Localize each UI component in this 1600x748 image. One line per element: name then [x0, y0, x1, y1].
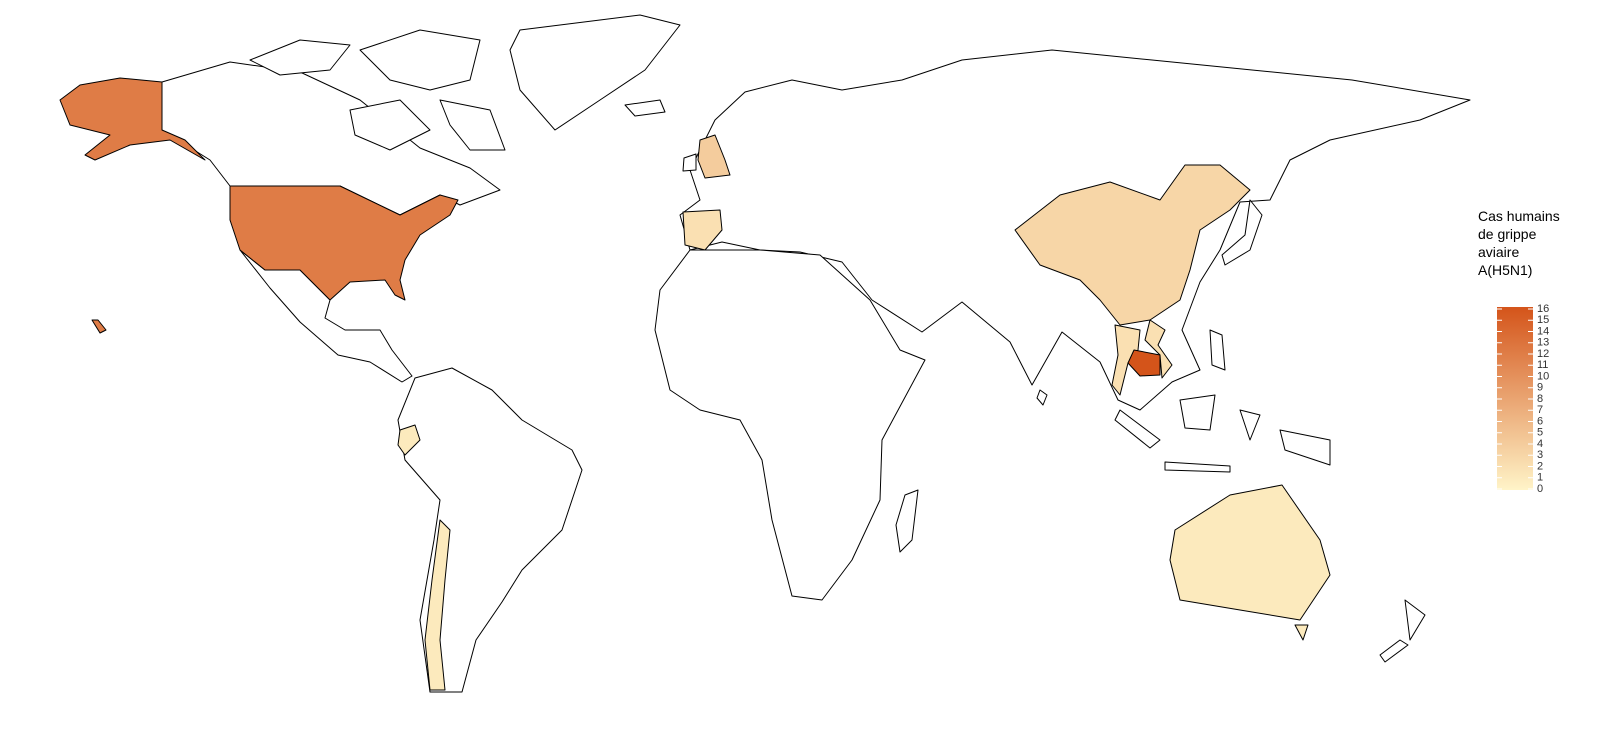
country-cambodia	[1127, 349, 1161, 377]
legend-tick-label: 6	[1537, 415, 1543, 427]
legend-tick-label: 13	[1537, 337, 1549, 349]
legend-tick-label: 2	[1537, 460, 1543, 472]
country-chile	[424, 519, 451, 691]
country-china	[1014, 164, 1251, 326]
countries	[59, 77, 1331, 691]
africa	[654, 249, 926, 601]
legend-tick-label: 3	[1537, 449, 1543, 461]
ireland	[682, 153, 697, 172]
legend-title: Cas humains de grippe aviaire A(H5N1)	[1478, 208, 1560, 278]
greenland	[509, 14, 681, 131]
legend-tick-label: 10	[1537, 370, 1549, 382]
legend-tick-label: 12	[1537, 348, 1549, 360]
legend-tick-label: 4	[1537, 438, 1543, 450]
country-australia	[1169, 484, 1331, 641]
country-usa	[59, 77, 459, 334]
country-uk	[697, 134, 731, 179]
legend-tick-label: 7	[1537, 404, 1543, 416]
legend-tick-label: 11	[1537, 359, 1548, 371]
legend-tick-label: 16	[1537, 303, 1549, 315]
legend-tick-label: 9	[1537, 382, 1543, 394]
country-ecuador	[397, 424, 421, 456]
legend-colorbar	[1497, 307, 1533, 490]
country-vietnam	[1144, 319, 1173, 379]
legend-tick-label: 15	[1537, 314, 1549, 326]
indonesia	[1114, 394, 1331, 473]
iceland	[624, 99, 666, 117]
legend-tick-label: 5	[1537, 427, 1543, 439]
country-spain	[682, 209, 723, 251]
legend-tick-label: 14	[1537, 325, 1549, 337]
madagascar	[895, 489, 919, 553]
legend-tick-label: 8	[1537, 393, 1543, 405]
country-thailand	[1111, 324, 1141, 396]
legend-tick-label: 1	[1537, 472, 1543, 484]
japan	[1221, 199, 1263, 266]
arctic-islands	[249, 29, 506, 151]
canada	[161, 61, 501, 216]
legend-tick-label: 0	[1537, 483, 1543, 495]
sri-lanka	[1036, 389, 1048, 406]
new-zealand	[1379, 599, 1426, 663]
philippines	[1209, 329, 1226, 371]
south-america	[397, 367, 583, 693]
